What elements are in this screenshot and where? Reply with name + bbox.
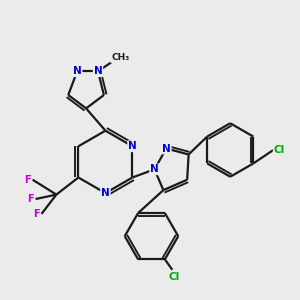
Text: N: N xyxy=(101,188,110,198)
Text: F: F xyxy=(33,209,40,219)
Text: Cl: Cl xyxy=(168,272,179,282)
Text: F: F xyxy=(27,194,34,204)
Text: N: N xyxy=(94,66,102,76)
Text: Cl: Cl xyxy=(274,145,285,155)
Text: CH₃: CH₃ xyxy=(111,53,129,62)
Text: N: N xyxy=(150,164,159,174)
Text: N: N xyxy=(128,141,137,151)
Text: F: F xyxy=(24,175,31,185)
Text: N: N xyxy=(162,143,171,154)
Text: N: N xyxy=(73,66,82,76)
